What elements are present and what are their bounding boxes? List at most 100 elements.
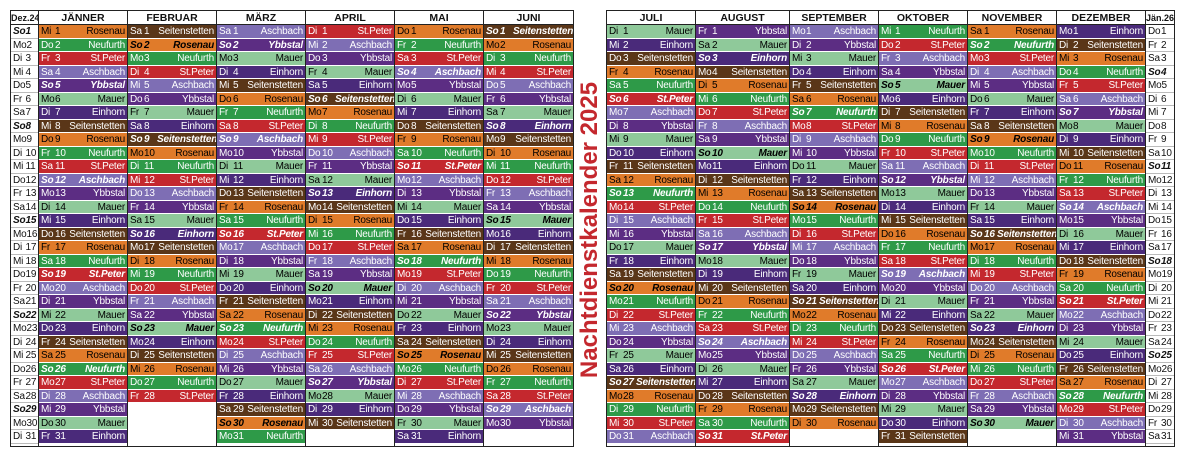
day-number: 27 [806, 377, 817, 388]
side-day-row: Sa 24 [1146, 335, 1174, 349]
duty-day-row: Mi 28 Aschbach [395, 389, 483, 403]
duty-day-row: Fr 11 Seitenstetten [607, 160, 695, 174]
day-number: 28 [984, 390, 995, 402]
duty-day-row: Sa 30 Neufurth [696, 416, 789, 430]
pharmacy-name: Seitenstetten [1087, 39, 1143, 51]
weekday: Mo [881, 93, 895, 105]
side-day-row: Mi 14 [1146, 200, 1174, 214]
weekday: Mi [1148, 107, 1159, 118]
day-number: 17 [1161, 242, 1172, 253]
weekday: Mo [13, 323, 27, 334]
weekday: Fr [1059, 269, 1069, 280]
day-number: 3 [984, 53, 990, 64]
day-number: 18 [712, 255, 723, 267]
day-number: 28 [1073, 390, 1084, 402]
day-number: 11 [895, 161, 905, 172]
weekday: Mo [698, 161, 712, 172]
day-number: 25 [144, 350, 155, 361]
weekday: Mo [13, 39, 27, 51]
duty-day-row: Fr 26 Seitenstetten [1057, 362, 1145, 376]
weekday: Sa [1059, 377, 1071, 388]
duty-day-row: Mo 16 Einhorn [484, 227, 573, 241]
day-number: 6 [1161, 93, 1167, 105]
weekday: Sa [698, 134, 710, 145]
day-number: 30 [26, 417, 38, 429]
pharmacy-name: Neufurth [444, 39, 481, 51]
weekday: Mo [1148, 363, 1162, 375]
weekday: Mo [13, 417, 27, 429]
pharmacy-name: Neufurth [652, 188, 693, 199]
duty-day-row: Mo 26 Neufurth [395, 362, 483, 376]
pharmacy-name: Seitenstetten [336, 201, 392, 213]
day-number: 24 [712, 336, 723, 348]
weekday: Mi [609, 228, 620, 240]
duty-day-row: Do 12 St.Peter [484, 173, 573, 187]
day-number: 18 [55, 255, 66, 267]
day-number: 18 [1073, 255, 1084, 267]
weekday: Do [397, 404, 410, 415]
weekday: Mi [219, 174, 230, 186]
pharmacy-name: Ybbstal [360, 161, 392, 172]
pharmacy-name: Aschbach [528, 80, 572, 91]
pharmacy-name: Einhorn [355, 188, 393, 199]
duty-day-row: Sa 26 Einhorn [607, 362, 695, 376]
weekday: Do [698, 201, 711, 213]
pharmacy-name: Mauer [1026, 309, 1055, 321]
pharmacy-name: Rosenau [173, 39, 214, 51]
pharmacy-name: Mauer [364, 390, 393, 402]
day-number: 23 [411, 323, 422, 334]
duty-day-row: Fr 9 Rosenau [395, 133, 483, 147]
duty-day-row: Mi 26 Ybbstal [217, 362, 305, 376]
duty-day-row: So 9 Seitenstetten [128, 133, 216, 147]
weekday: Mo [486, 228, 500, 240]
day-number: 7 [1161, 107, 1167, 118]
duty-day-row: Mi 17 Einhorn [1057, 241, 1145, 255]
duty-day-row: Do 20 Aschbach [968, 281, 1056, 295]
weekday: Mi [1148, 201, 1159, 213]
day-number: 9 [806, 134, 812, 145]
side-day-row: Mo 19 [1146, 268, 1174, 282]
weekday: Mi [130, 269, 141, 280]
day-number: 14 [623, 201, 634, 213]
day-number: 18 [322, 255, 333, 267]
weekday: Do [1148, 26, 1161, 37]
weekday: Mi [792, 242, 803, 253]
duty-day-row: Do 17 St.Peter [306, 241, 394, 255]
pharmacy-name: Ybbstal [182, 93, 214, 105]
duty-day-row: Mo 28 Rosenau [607, 389, 695, 403]
pharmacy-name: Seitenstetten [909, 431, 965, 442]
day-number: 25 [623, 350, 634, 361]
day-number: 28 [144, 390, 155, 402]
pharmacy-name: Einhorn [1017, 323, 1055, 334]
duty-day-row: Do 4 Neufurth [1057, 65, 1145, 79]
day-number: 28 [233, 390, 244, 402]
side-day-row: Mo 5 [1146, 79, 1174, 93]
pharmacy-name: Aschbach [438, 390, 482, 402]
day-number: 15 [984, 215, 995, 226]
day-number: 31 [411, 431, 422, 442]
weekday: Di [397, 93, 407, 105]
pharmacy-name: St.Peter [446, 377, 481, 388]
day-number: 16 [26, 228, 38, 240]
pharmacy-name: Seitenstetten [731, 174, 787, 186]
weekday: Di [308, 26, 318, 37]
weekday: So [130, 228, 143, 240]
side-day-row: Di 20 [1146, 281, 1174, 295]
weekday: Do [609, 53, 622, 64]
duty-day-row: So 28 Neufurth [1057, 389, 1145, 403]
day-number: 22 [806, 309, 817, 321]
pharmacy-name: St.Peter [750, 431, 787, 442]
day-number: 28 [712, 390, 723, 402]
duty-day-row: Mi 26 Rosenau [128, 362, 216, 376]
day-number: 8 [895, 120, 901, 132]
duty-day-row: Do 6 Ybbstal [128, 92, 216, 106]
day-number: 15 [1073, 215, 1084, 226]
duty-day-row: Do 18 Ybbstal [790, 254, 878, 268]
day-number: 24 [233, 336, 244, 348]
weekday: So [486, 404, 499, 415]
weekday: So [486, 120, 499, 132]
pharmacy-name: Rosenau [264, 309, 303, 321]
weekday: Mi [308, 228, 319, 240]
day-number: 12 [623, 174, 634, 186]
day-number: 12 [233, 174, 244, 186]
